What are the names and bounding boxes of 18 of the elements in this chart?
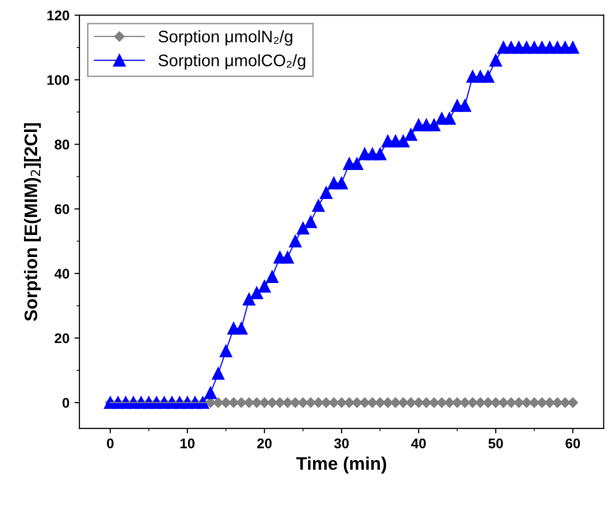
y-tick-label: 0 (62, 398, 70, 408)
x-tick-label: 40 (411, 438, 426, 448)
x-tick-label: 60 (566, 438, 580, 448)
x-axis-title: Time (min) (296, 456, 386, 474)
y-axis-title: Sorption [E(MIM)$_{2}$][2Cl] (24, 123, 41, 321)
y-tick-label: 40 (54, 268, 70, 279)
x-tick-label: 30 (334, 438, 349, 448)
y-tick-label: 20 (54, 333, 70, 344)
y-tick-label: 60 (54, 204, 70, 214)
x-tick-label: 20 (257, 438, 272, 448)
legend-label: Sorption μmolN₂/g (158, 30, 292, 46)
x-tick-label: 0 (106, 438, 114, 448)
y-tick-label: 80 (54, 140, 70, 150)
x-tick-label: 50 (488, 438, 503, 448)
x-tick-label: 10 (180, 438, 195, 448)
legend-label: Sorption μmolCO₂/g (158, 54, 306, 70)
y-tick-label: 120 (47, 10, 70, 20)
y-tick-label: 100 (47, 75, 70, 85)
